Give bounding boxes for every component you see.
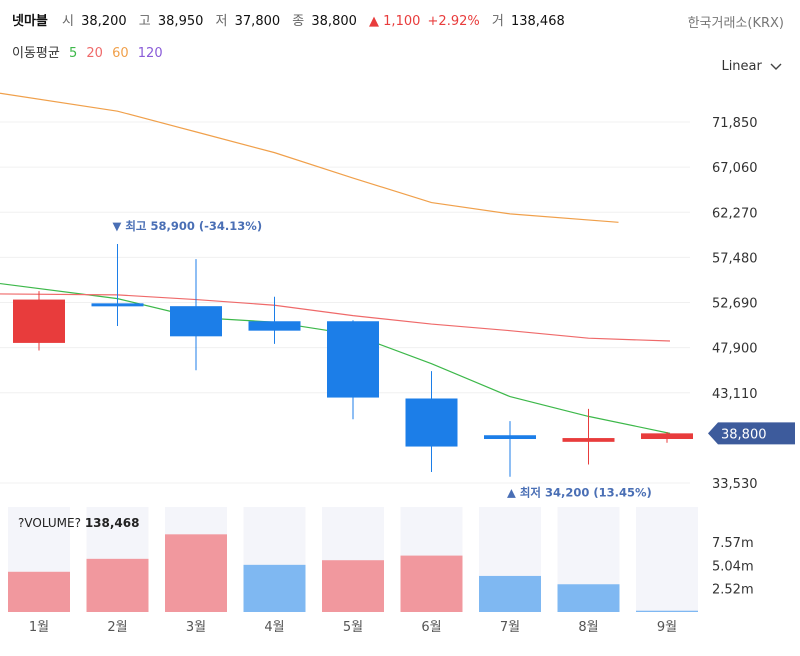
- change-value: ▲ 1,100: [369, 14, 421, 29]
- high-label: 고: [138, 14, 151, 29]
- candle-body: [405, 398, 458, 447]
- moving-average-legend: 이동평균 5 20 60 120: [12, 42, 168, 61]
- change-percent: +2.92%: [427, 14, 480, 29]
- exchange-name: 한국거래소(KRX): [687, 16, 784, 31]
- price-tick-label: 33,530: [712, 477, 758, 492]
- month-tick-label: 9월: [657, 620, 677, 635]
- volume-bar: [8, 571, 70, 612]
- ma-legend-label: 이동평균: [12, 46, 60, 61]
- low-value: 37,800: [234, 14, 281, 29]
- volume-panel: 7.57m 5.04m 2.52m ?VOLUME? 138,468: [8, 507, 754, 612]
- volume-bar: [243, 564, 306, 612]
- volume-bar: [557, 584, 620, 612]
- low-price-annotation: ▲ 최저 34,200 (13.45%): [507, 486, 652, 500]
- candle-body: [327, 321, 379, 398]
- scale-dropdown[interactable]: Linear: [721, 59, 782, 74]
- grid-lines: [0, 121, 690, 484]
- candle-body: [641, 433, 693, 440]
- close-value: 38,800: [311, 14, 357, 29]
- close-label: 종: [292, 14, 305, 29]
- current-price-tag: 38,800: [708, 422, 795, 445]
- month-axis: 1월 2월 3월 4월 5월 6월 7월 8월 9월: [29, 620, 677, 635]
- volume-title-label: ?VOLUME?: [18, 516, 85, 530]
- volume-tick-label: 5.04m: [712, 559, 754, 574]
- candle-body: [562, 438, 615, 442]
- current-price-tag-label: 38,800: [721, 427, 767, 442]
- month-tick-label: 6월: [421, 620, 441, 635]
- month-tick-label: 4월: [264, 620, 284, 635]
- ma-20-line: [0, 293, 671, 342]
- price-header: 넷마블 시 38,200 고 38,950 저 37,800 종 38,800 …: [12, 10, 573, 32]
- month-tick-label: 3월: [186, 620, 206, 635]
- volume-title: ?VOLUME? 138,468: [18, 516, 139, 530]
- candles: [13, 243, 693, 477]
- high-value: 38,950: [157, 14, 204, 29]
- stock-name: 넷마블: [12, 14, 48, 29]
- volume-label: 거: [491, 14, 504, 29]
- price-tick-label: 67,060: [712, 161, 758, 176]
- volume-tick-label: 7.57m: [712, 536, 754, 551]
- price-tick-label: 57,480: [712, 251, 758, 266]
- month-tick-label: 5월: [343, 620, 363, 635]
- open-label: 시: [62, 14, 74, 29]
- candle-body: [13, 299, 65, 343]
- price-tick-label: 71,850: [712, 116, 758, 131]
- candle-body: [170, 306, 222, 337]
- ma-120-label[interactable]: 120: [137, 46, 163, 61]
- chevron-down-icon: [770, 63, 782, 70]
- open-value: 38,200: [81, 14, 127, 29]
- month-tick-label: 8월: [578, 620, 598, 635]
- volume-value: 138,468: [510, 14, 565, 29]
- month-tick-label: 2월: [107, 620, 127, 635]
- price-tick-label: 52,690: [712, 297, 758, 312]
- volume-column-bg: [636, 507, 698, 612]
- volume-bar: [400, 555, 463, 612]
- ma-60-label[interactable]: 60: [112, 46, 129, 61]
- month-tick-label: 1월: [29, 620, 49, 635]
- month-tick-label: 7월: [500, 620, 520, 635]
- candle-body: [248, 321, 301, 331]
- volume-bar: [322, 560, 384, 612]
- volume-bar: [636, 610, 698, 612]
- price-axis: 71,850 67,060 62,270 57,480 52,690 47,900 43,1…: [708, 116, 795, 492]
- candle-body: [484, 435, 536, 440]
- volume-title-value: 138,468: [85, 516, 140, 530]
- price-tick-label: 62,270: [712, 206, 758, 221]
- ma-60-line: [0, 92, 619, 223]
- scale-label: Linear: [721, 59, 762, 74]
- price-tick-label: 43,110: [712, 387, 758, 402]
- volume-bar: [165, 534, 227, 612]
- ma-5-label[interactable]: 5: [68, 46, 78, 61]
- high-price-annotation: ▼ 최고 58,900 (-34.13%): [113, 219, 263, 233]
- ma-20-label[interactable]: 20: [86, 46, 103, 61]
- candle-body: [91, 303, 144, 307]
- volume-tick-label: 2.52m: [712, 583, 754, 598]
- volume-bar: [86, 558, 149, 612]
- volume-bar: [479, 575, 541, 612]
- annotations: ▼ 최고 58,900 (-34.13%) ▲ 최저 34,200 (13.45%…: [113, 219, 652, 500]
- low-label: 저: [215, 14, 228, 29]
- current-price-tag-bg: [708, 422, 795, 445]
- price-tick-label: 47,900: [712, 342, 758, 357]
